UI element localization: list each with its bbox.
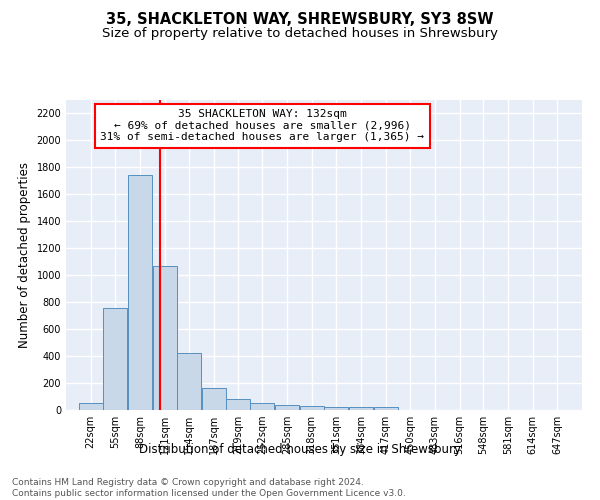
- Text: 35, SHACKLETON WAY, SHREWSBURY, SY3 8SW: 35, SHACKLETON WAY, SHREWSBURY, SY3 8SW: [106, 12, 494, 28]
- Bar: [202, 388, 226, 410]
- Y-axis label: Number of detached properties: Number of detached properties: [18, 162, 31, 348]
- Text: 35 SHACKLETON WAY: 132sqm
← 69% of detached houses are smaller (2,996)
31% of se: 35 SHACKLETON WAY: 132sqm ← 69% of detac…: [100, 110, 424, 142]
- Bar: [275, 404, 299, 410]
- Bar: [128, 176, 152, 410]
- Bar: [226, 399, 250, 410]
- Text: Distribution of detached houses by size in Shrewsbury: Distribution of detached houses by size …: [139, 442, 461, 456]
- Bar: [374, 408, 398, 410]
- Bar: [152, 266, 176, 410]
- Text: Size of property relative to detached houses in Shrewsbury: Size of property relative to detached ho…: [102, 28, 498, 40]
- Bar: [103, 308, 127, 410]
- Bar: [349, 408, 373, 410]
- Bar: [177, 354, 201, 410]
- Text: Contains HM Land Registry data © Crown copyright and database right 2024.
Contai: Contains HM Land Registry data © Crown c…: [12, 478, 406, 498]
- Bar: [79, 404, 103, 410]
- Bar: [250, 404, 274, 410]
- Bar: [299, 406, 324, 410]
- Bar: [324, 408, 349, 410]
